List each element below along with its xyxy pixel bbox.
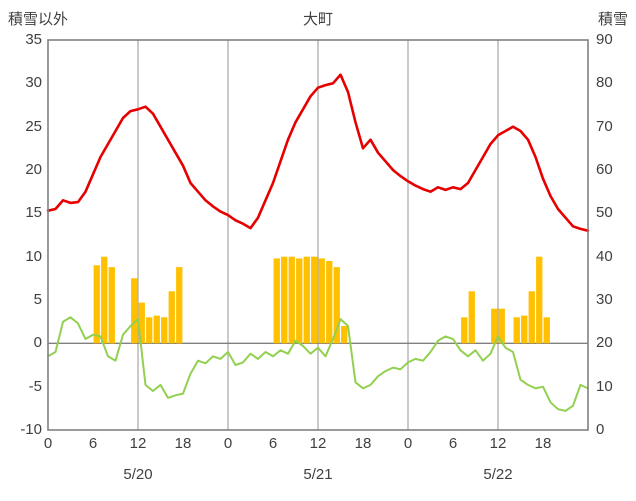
left-axis-tick: 5: [33, 291, 42, 308]
x-axis-tick: 12: [489, 435, 507, 452]
precip-bar: [326, 261, 333, 344]
left-axis-tick: 35: [25, 31, 42, 48]
precip-bar: [461, 317, 468, 344]
precip-bar: [131, 278, 138, 344]
red-temperature-line: [46, 73, 590, 232]
precip-bar: [161, 317, 168, 344]
left-axis-tick: -10: [20, 421, 42, 438]
precip-bar: [498, 308, 505, 344]
green-line: [47, 316, 589, 412]
left-axis-tick: 30: [25, 74, 42, 92]
right-axis-tick: 50: [596, 204, 613, 222]
precip-bar: [296, 258, 303, 344]
plot-border: [47, 39, 589, 431]
x-axis-tick: 0: [403, 435, 413, 452]
precip-bar: [138, 302, 145, 344]
precip-bar: [153, 315, 160, 344]
right-axis-tick: 60: [596, 161, 613, 178]
precip-bar: [333, 267, 340, 344]
precip-bar: [303, 256, 310, 344]
x-axis-tick: 18: [534, 435, 552, 452]
precip-bar: [273, 258, 280, 344]
right-axis-tick: 70: [596, 117, 613, 135]
right-axis-tick: 40: [596, 247, 613, 265]
right-axis-tick: 20: [596, 334, 613, 352]
left-axis-tick: -5: [28, 377, 42, 395]
precip-bar: [318, 258, 325, 344]
left-axis-tick: 0: [33, 334, 42, 352]
precip-bar: [536, 256, 543, 344]
precip-bar: [491, 308, 498, 344]
precip-bar: [281, 256, 288, 344]
x-axis-tick: 18: [354, 435, 372, 452]
left-axis-tick: 20: [25, 161, 42, 178]
x-axis-tick: 12: [309, 435, 327, 452]
left-axis-tick: 10: [25, 247, 42, 265]
precip-bar: [513, 317, 520, 344]
x-axis-tick: 0: [43, 435, 53, 452]
precip-bar: [93, 265, 100, 344]
left-axis-title: 積雪以外: [8, 11, 69, 28]
precip-bar: [101, 256, 108, 344]
date-label: 5/22: [483, 466, 513, 483]
right-axis-tick: 0: [596, 421, 605, 438]
left-axis-tick: 25: [25, 117, 42, 135]
precip-bar: [311, 256, 318, 344]
precip-bar: [146, 317, 153, 344]
precip-bar: [288, 256, 295, 344]
right-axis-tick: 30: [596, 291, 613, 308]
x-axis-tick: 6: [448, 435, 458, 452]
precip-bar: [528, 291, 535, 344]
precip-bar: [521, 315, 528, 344]
right-axis-tick: 10: [596, 377, 613, 395]
chart-title: 大町: [302, 11, 333, 28]
x-axis-tick: 6: [268, 435, 278, 452]
right-axis-tick: 90: [596, 31, 613, 48]
x-axis-tick: 6: [88, 435, 98, 452]
precip-bar: [176, 267, 183, 344]
x-axis-tick: 12: [129, 435, 147, 452]
date-label: 5/20: [123, 466, 153, 483]
right-axis-title: 積雪: [597, 11, 628, 28]
precip-bar: [468, 291, 475, 344]
precip-bar: [543, 317, 550, 344]
left-axis-tick: 15: [25, 204, 42, 222]
precip-bar: [341, 326, 348, 344]
precip-bar: [108, 267, 115, 344]
date-label: 5/21: [303, 466, 333, 483]
x-axis-tick: 0: [223, 435, 233, 452]
precip-bar: [168, 291, 175, 344]
right-axis-tick: 80: [596, 74, 613, 92]
x-axis-tick: 18: [174, 435, 192, 452]
